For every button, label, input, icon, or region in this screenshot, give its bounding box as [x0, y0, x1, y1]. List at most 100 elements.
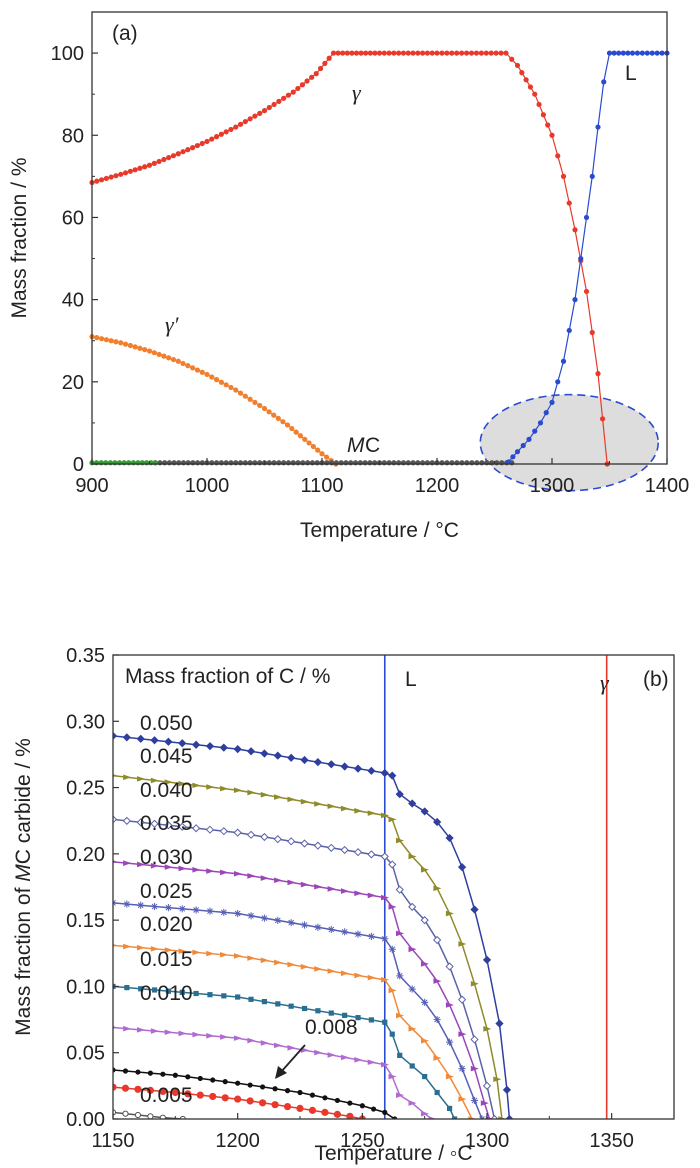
liquid-annotation: L: [625, 62, 637, 85]
data-point: [287, 753, 296, 762]
data-point: [354, 972, 363, 979]
data-point: [118, 171, 124, 177]
data-point: [346, 1112, 354, 1119]
data-point: [235, 1080, 241, 1086]
data-point: [192, 782, 201, 789]
data-point: [353, 764, 363, 773]
data-point: [271, 412, 277, 418]
data-point: [199, 140, 205, 147]
series-10: [113, 1109, 186, 1119]
data-point: [193, 990, 199, 997]
data-point: [560, 173, 567, 179]
arrow-line: [280, 1044, 306, 1073]
data-point: [340, 888, 349, 894]
data-point: [359, 1103, 365, 1109]
data-point: [185, 363, 191, 369]
data-point: [246, 830, 256, 839]
data-point: [293, 429, 299, 435]
data-point: [396, 50, 402, 56]
data-point: [223, 129, 229, 135]
data-point: [178, 905, 186, 913]
panel-label: (b): [643, 668, 669, 691]
y-tick-label: 100: [51, 43, 84, 65]
data-point: [543, 410, 549, 416]
data-point: [300, 881, 309, 888]
data-point: [340, 762, 349, 771]
data-point: [287, 961, 296, 968]
data-point: [527, 84, 534, 90]
data-point: [113, 339, 119, 345]
data-point: [233, 787, 242, 794]
data-point: [396, 1092, 405, 1098]
data-point: [260, 1084, 266, 1090]
data-point: [583, 288, 590, 295]
data-point: [503, 50, 509, 56]
data-point: [275, 415, 281, 421]
data-point: [482, 955, 492, 965]
data-point: [123, 860, 132, 866]
data-point: [204, 371, 210, 378]
data-point: [247, 1037, 256, 1044]
data-point: [103, 337, 109, 343]
data-point: [299, 82, 306, 88]
data-point: [422, 1073, 428, 1080]
data-point: [380, 768, 389, 778]
data-point: [309, 74, 315, 80]
data-point: [220, 908, 228, 916]
data-point: [457, 995, 467, 1004]
data-point: [367, 766, 376, 775]
data-point: [324, 454, 330, 460]
data-point: [274, 794, 283, 800]
data-point: [381, 976, 390, 983]
data-point: [327, 968, 336, 974]
data-point: [273, 751, 282, 760]
data-point: [166, 355, 172, 361]
data-point: [488, 50, 494, 56]
data-point: [271, 1101, 279, 1109]
data-point: [113, 731, 118, 740]
data-point: [124, 985, 130, 991]
data-point: [247, 955, 256, 961]
y-tick-label: 0.05: [66, 1043, 105, 1065]
series-label: 0.015: [140, 948, 193, 971]
data-point: [306, 440, 312, 446]
data-point: [247, 1082, 253, 1088]
data-point: [287, 1044, 296, 1051]
data-point: [478, 50, 484, 56]
data-point: [172, 1072, 178, 1078]
data-point: [98, 177, 105, 183]
data-point: [137, 901, 145, 909]
series-0: [113, 731, 514, 1119]
data-point: [123, 774, 132, 781]
data-point: [287, 796, 296, 803]
data-point: [192, 906, 200, 914]
x-tick-label: 1000: [185, 475, 230, 497]
data-point: [178, 865, 187, 872]
data-point: [123, 1025, 132, 1032]
data-point: [150, 777, 159, 784]
data-point: [372, 50, 378, 56]
y-axis-label-pre: Mass fraction of: [12, 882, 35, 1036]
data-point: [572, 297, 578, 303]
data-point: [160, 1071, 166, 1077]
data-point: [335, 50, 341, 56]
data-point: [367, 892, 376, 899]
data-point: [526, 436, 532, 442]
data-point: [221, 1094, 229, 1102]
data-point: [358, 50, 364, 56]
data-point: [150, 902, 159, 911]
data-point: [233, 1035, 242, 1041]
data-point: [451, 1116, 458, 1119]
data-point: [237, 121, 244, 127]
series-3: [113, 860, 494, 1119]
data-point: [175, 358, 181, 364]
data-point: [458, 1031, 467, 1037]
data-point: [164, 737, 173, 746]
plot-frame: [112, 654, 675, 1120]
data-point: [197, 1075, 203, 1082]
data-point: [123, 943, 132, 950]
data-point: [134, 1111, 142, 1119]
data-point: [433, 978, 442, 984]
series-label: 0.025: [140, 880, 193, 903]
gamma-annotation: γ: [600, 670, 610, 695]
